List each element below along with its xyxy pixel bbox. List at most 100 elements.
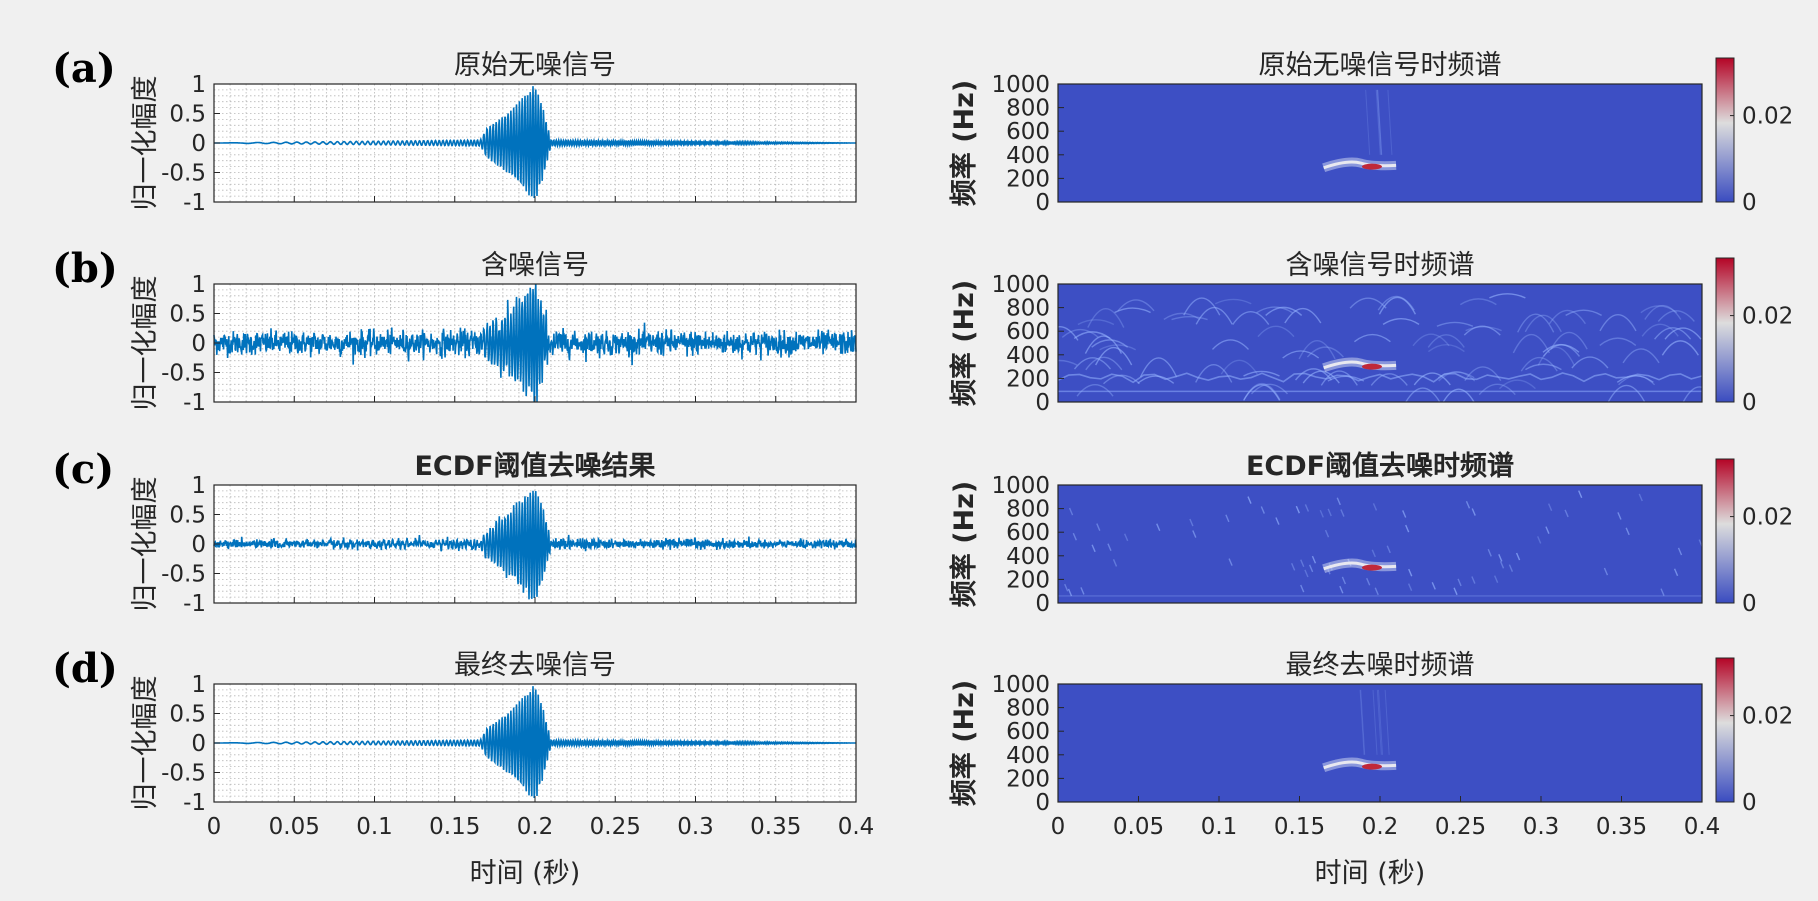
y-tick-label: -0.5 — [161, 361, 206, 387]
x-tick-label: 0 — [207, 814, 222, 840]
y-tick-label: 600 — [1006, 119, 1050, 145]
signal-line — [214, 86, 856, 199]
panel-letter: (a) — [52, 45, 116, 92]
y-tick-label: 1000 — [991, 272, 1050, 298]
panel-letter: (b) — [52, 245, 118, 292]
y-tick-label: 600 — [1006, 719, 1050, 745]
x-tick-label: 0.4 — [838, 814, 875, 840]
x-tick-label: 0.2 — [1362, 814, 1399, 840]
colorbar-tick-label: 0.02 — [1742, 304, 1793, 330]
colorbar-tick-label: 0.02 — [1742, 505, 1793, 531]
y-axis-label: 频率 (Hz) — [948, 80, 980, 206]
panel-title: ECDF阈值去噪时频谱 — [1246, 450, 1514, 482]
x-tick-label: 0.35 — [1596, 814, 1647, 840]
spectrogram-background — [1058, 485, 1702, 603]
colorbar-tick-label: 0 — [1742, 790, 1757, 816]
panel-title: ECDF阈值去噪结果 — [414, 451, 655, 482]
spectrogram-background — [1058, 684, 1702, 802]
x-tick-label: 0.1 — [1201, 814, 1238, 840]
x-tick-label: 0.05 — [1113, 814, 1164, 840]
y-tick-label: 0 — [191, 731, 206, 757]
y-tick-label: 0.5 — [169, 302, 206, 328]
panel-title: 原始无噪信号 — [454, 50, 616, 81]
y-tick-label: 0 — [1035, 591, 1050, 617]
y-tick-label: 1000 — [991, 473, 1050, 499]
plot-frame — [1057, 283, 1703, 403]
x-tick-label: 0.05 — [269, 814, 320, 840]
y-tick-label: 0 — [191, 131, 206, 157]
y-tick-label: -1 — [183, 190, 206, 216]
x-tick-label: 0.25 — [590, 814, 641, 840]
panel-letter: (c) — [52, 446, 114, 493]
signal-line — [213, 283, 857, 403]
y-axis-label: 归一化幅度 — [130, 76, 161, 211]
colorbar-tick-label: 0 — [1742, 390, 1757, 416]
y-tick-label: 0.5 — [169, 702, 206, 728]
y-tick-label: 400 — [1006, 544, 1050, 570]
y-tick-label: 800 — [1006, 696, 1050, 722]
y-tick-label: 600 — [1006, 319, 1050, 345]
x-tick-label: 0.4 — [1684, 814, 1721, 840]
x-tick-label: 0.15 — [1274, 814, 1325, 840]
y-tick-label: -1 — [183, 390, 206, 416]
y-tick-label: 0 — [1035, 190, 1050, 216]
y-tick-label: 200 — [1006, 166, 1050, 192]
y-tick-label: -1 — [183, 591, 206, 617]
colorbar — [1715, 657, 1735, 803]
y-tick-label: 400 — [1006, 143, 1050, 169]
x-tick-label: 0.25 — [1435, 814, 1486, 840]
x-tick-label: 0.1 — [356, 814, 393, 840]
panel-title: 含噪信号时频谱 — [1286, 250, 1475, 281]
colorbar-tick-label: 0.02 — [1742, 704, 1793, 730]
y-tick-label: 600 — [1006, 520, 1050, 546]
y-tick-label: 1 — [191, 272, 206, 298]
y-axis-label: 归一化幅度 — [130, 477, 161, 612]
y-axis-label: 归一化幅度 — [130, 276, 161, 411]
colorbar-tick-label: 0 — [1742, 591, 1757, 617]
x-tick-label: 0 — [1051, 814, 1066, 840]
y-tick-label: 1 — [191, 72, 206, 98]
colorbar-tick-label: 0 — [1742, 190, 1757, 216]
x-tick-label: 0.3 — [1523, 814, 1560, 840]
plot-frame — [1057, 484, 1703, 604]
y-tick-label: 200 — [1006, 366, 1050, 392]
y-axis-label: 频率 (Hz) — [948, 280, 980, 406]
energy-hotspot — [1361, 363, 1382, 370]
y-tick-label: 0 — [191, 331, 206, 357]
spectrogram-energy — [1322, 89, 1397, 173]
x-axis-label: 时间 (秒) — [470, 858, 581, 889]
energy-hotspot — [1361, 163, 1382, 170]
y-tick-label: 1000 — [991, 72, 1050, 98]
plot-frame — [1057, 83, 1703, 203]
panel-title: 原始无噪信号时频谱 — [1259, 50, 1502, 81]
colorbar-tick-label: 0.02 — [1742, 104, 1793, 130]
energy-hotspot — [1361, 564, 1382, 571]
panel-title: 最终去噪时频谱 — [1286, 650, 1475, 681]
y-tick-label: 800 — [1006, 96, 1050, 122]
y-tick-label: 1 — [191, 672, 206, 698]
energy-hotspot — [1361, 763, 1382, 770]
spectrogram-energy — [1322, 689, 1397, 773]
y-tick-label: 0.5 — [169, 503, 206, 529]
y-tick-label: 400 — [1006, 743, 1050, 769]
y-tick-label: -0.5 — [161, 161, 206, 187]
y-axis-label: 频率 (Hz) — [948, 481, 980, 607]
signal-line — [213, 490, 857, 600]
waveform-panel-3: 10.50-0.5-10 0.05 0.1 0.15 0.2 0.25 0.3 0.35 0.4… — [52, 645, 874, 889]
y-tick-label: 0 — [1035, 390, 1050, 416]
spectrogram-background — [1058, 84, 1702, 202]
x-axis-label: 时间 (秒) — [1315, 858, 1426, 889]
y-tick-label: 800 — [1006, 497, 1050, 523]
spectrogram-background — [1058, 284, 1702, 402]
colorbar — [1715, 257, 1735, 403]
y-tick-label: 1 — [191, 473, 206, 499]
signal-line — [214, 686, 856, 799]
y-tick-label: 800 — [1006, 296, 1050, 322]
x-tick-label: 0.3 — [677, 814, 714, 840]
y-tick-label: 400 — [1006, 343, 1050, 369]
